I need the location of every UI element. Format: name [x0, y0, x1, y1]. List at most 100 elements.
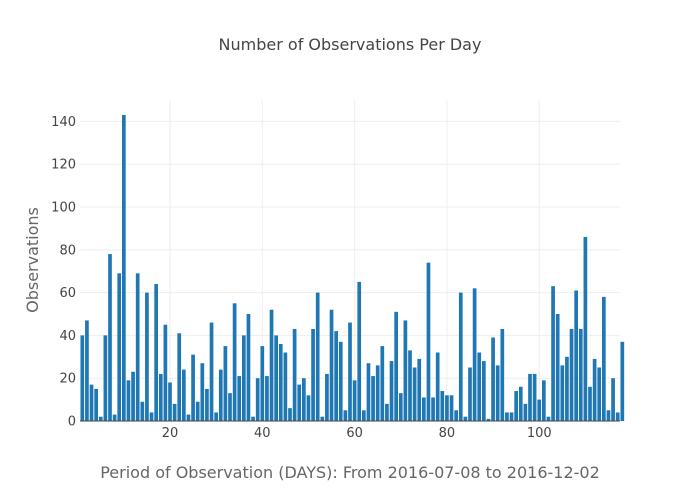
- bar[interactable]: [611, 378, 615, 421]
- bar[interactable]: [182, 369, 186, 421]
- bar[interactable]: [315, 292, 320, 421]
- bar[interactable]: [472, 288, 477, 421]
- bar[interactable]: [168, 382, 172, 421]
- bar[interactable]: [435, 352, 440, 421]
- bar[interactable]: [103, 335, 108, 421]
- bar[interactable]: [458, 292, 463, 421]
- bar[interactable]: [232, 303, 237, 421]
- bar[interactable]: [214, 412, 218, 421]
- bar[interactable]: [200, 363, 205, 421]
- bar[interactable]: [375, 365, 380, 421]
- bar[interactable]: [403, 320, 408, 421]
- bar[interactable]: [380, 346, 385, 421]
- bar[interactable]: [145, 292, 149, 421]
- bar[interactable]: [288, 408, 292, 421]
- bar[interactable]: [486, 418, 491, 421]
- bar[interactable]: [306, 395, 311, 421]
- bar[interactable]: [569, 328, 574, 421]
- bar[interactable]: [398, 393, 403, 421]
- bar[interactable]: [523, 403, 528, 421]
- bar[interactable]: [588, 386, 592, 421]
- bar[interactable]: [408, 350, 412, 421]
- bar[interactable]: [348, 322, 352, 421]
- bar[interactable]: [422, 397, 426, 421]
- bar[interactable]: [445, 395, 449, 421]
- bar[interactable]: [620, 341, 625, 421]
- bar[interactable]: [366, 363, 371, 421]
- bar[interactable]: [546, 416, 551, 421]
- bar[interactable]: [431, 397, 435, 421]
- bar[interactable]: [191, 354, 195, 421]
- bar[interactable]: [551, 286, 555, 421]
- bar[interactable]: [578, 328, 583, 421]
- bar[interactable]: [583, 236, 588, 421]
- bar[interactable]: [195, 401, 200, 421]
- bar[interactable]: [274, 335, 278, 421]
- bar[interactable]: [542, 380, 546, 421]
- bar[interactable]: [394, 311, 398, 421]
- bar[interactable]: [260, 346, 265, 421]
- bar[interactable]: [269, 309, 274, 421]
- bar[interactable]: [426, 262, 431, 421]
- bar[interactable]: [449, 395, 454, 421]
- bar[interactable]: [117, 273, 122, 421]
- bar[interactable]: [514, 391, 518, 421]
- bar[interactable]: [606, 410, 611, 421]
- bar[interactable]: [85, 320, 89, 421]
- bar[interactable]: [389, 361, 394, 421]
- bar[interactable]: [334, 331, 338, 421]
- bar[interactable]: [292, 328, 297, 421]
- bar[interactable]: [112, 414, 117, 421]
- bar[interactable]: [265, 376, 269, 421]
- bar[interactable]: [592, 358, 597, 421]
- bar[interactable]: [228, 393, 232, 421]
- bar[interactable]: [463, 416, 468, 421]
- bar[interactable]: [329, 309, 334, 421]
- bar[interactable]: [505, 412, 509, 421]
- bar[interactable]: [302, 378, 306, 421]
- bar[interactable]: [412, 367, 417, 422]
- bar[interactable]: [177, 333, 182, 421]
- bar[interactable]: [574, 290, 578, 421]
- bar[interactable]: [218, 369, 223, 421]
- bar[interactable]: [482, 361, 486, 421]
- bar[interactable]: [555, 314, 560, 421]
- bar[interactable]: [509, 412, 514, 421]
- bar[interactable]: [108, 254, 112, 421]
- bar[interactable]: [172, 403, 177, 421]
- bar[interactable]: [495, 365, 500, 421]
- bar[interactable]: [246, 314, 251, 421]
- bar[interactable]: [343, 410, 348, 421]
- bar[interactable]: [385, 403, 389, 421]
- bar[interactable]: [80, 335, 85, 421]
- bar[interactable]: [297, 384, 302, 421]
- bar[interactable]: [140, 401, 145, 421]
- bar[interactable]: [338, 341, 343, 421]
- bar[interactable]: [357, 281, 362, 421]
- bar[interactable]: [89, 384, 94, 421]
- bar[interactable]: [205, 388, 209, 421]
- bar[interactable]: [126, 380, 131, 421]
- bar[interactable]: [94, 388, 98, 421]
- bar[interactable]: [255, 378, 260, 421]
- bar[interactable]: [560, 365, 565, 421]
- bar[interactable]: [135, 273, 140, 421]
- bar[interactable]: [615, 412, 620, 421]
- bar[interactable]: [209, 322, 214, 421]
- bar[interactable]: [371, 376, 375, 421]
- bar[interactable]: [500, 328, 505, 421]
- bar[interactable]: [325, 373, 329, 421]
- bar[interactable]: [154, 284, 158, 421]
- bar[interactable]: [98, 416, 103, 421]
- bar[interactable]: [537, 399, 542, 421]
- bar[interactable]: [597, 367, 602, 422]
- bar[interactable]: [417, 358, 422, 421]
- bar[interactable]: [565, 356, 569, 421]
- bar[interactable]: [440, 391, 445, 421]
- bar[interactable]: [158, 373, 163, 421]
- bar[interactable]: [532, 373, 537, 421]
- bar[interactable]: [163, 324, 168, 421]
- bar[interactable]: [131, 371, 135, 421]
- bar[interactable]: [242, 335, 246, 421]
- bar[interactable]: [362, 410, 366, 421]
